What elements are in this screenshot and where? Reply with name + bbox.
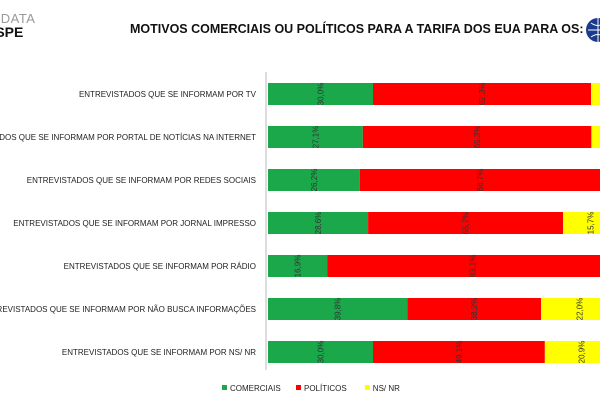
- legend-swatch: [296, 385, 301, 390]
- logo-line-1: G DATA: [0, 11, 36, 26]
- category-label: ENTREVISTADOS QUE SE INFORMAM POR NÃO BU…: [0, 305, 256, 314]
- bar-segment-ns-nr: [541, 298, 600, 320]
- logo-line-2: ESPE: [0, 24, 24, 40]
- globe-icon: [586, 18, 600, 42]
- data-label: 28,6%: [314, 212, 323, 235]
- bar-segment-comerciais: [268, 212, 369, 234]
- bar-segment-pol-ticos: [368, 212, 564, 234]
- data-label: 39,8%: [334, 298, 343, 321]
- category-label: ENTREVISTADOS QUE SE INFORMAM POR REDES …: [27, 176, 256, 185]
- bar-segment-ns-nr: [563, 212, 600, 234]
- data-label: 27,1%: [311, 126, 320, 149]
- bar-segment-comerciais: [268, 341, 373, 363]
- data-label: 30,0%: [317, 83, 326, 106]
- bar-segment-ns-nr: [591, 126, 600, 148]
- data-label: 68,7%: [476, 169, 485, 192]
- data-label: 30,0%: [317, 341, 326, 364]
- category-label: ENTREVISTADOS QUE SE INFORMAM POR PORTAL…: [0, 133, 256, 142]
- data-label: 26,2%: [310, 169, 319, 192]
- bar-segment-ns-nr: [591, 83, 600, 105]
- category-label: ENTREVISTADOS QUE SE INFORMAM POR JORNAL…: [13, 219, 256, 228]
- legend-swatch: [222, 385, 227, 390]
- bar-segment-comerciais: [268, 255, 328, 277]
- bar-segment-pol-ticos: [373, 83, 592, 105]
- data-label: 20,9%: [577, 341, 586, 364]
- data-label: 83,1%: [469, 255, 478, 278]
- data-label: 55,7%: [462, 212, 471, 235]
- bar-segment-pol-ticos: [362, 126, 592, 148]
- category-label: ENTREVISTADOS QUE SE INFORMAM POR RÁDIO: [64, 262, 256, 271]
- chart-title: MOTIVOS COMERCIAIS OU POLÍTICOS PARA A T…: [130, 22, 584, 36]
- category-label: ENTREVISTADOS QUE SE INFORMAM POR TV: [79, 90, 257, 99]
- logo: G DATA ESPE: [0, 12, 35, 39]
- bar-segment-ns-nr: [544, 341, 600, 363]
- bar-segment-pol-ticos: [359, 169, 600, 191]
- bar-segment-comerciais: [268, 298, 408, 320]
- data-label: 38,2%: [470, 298, 479, 321]
- legend-swatch: [364, 385, 370, 390]
- bar-segment-pol-ticos: [327, 255, 600, 277]
- data-label: 22,0%: [576, 298, 585, 321]
- data-label: 16,9%: [294, 255, 303, 278]
- legend-label: POLÍTICOS: [304, 384, 347, 393]
- data-label: 62,3%: [478, 83, 487, 106]
- data-label: 49,1%: [455, 341, 464, 364]
- bar-segment-pol-ticos: [373, 341, 545, 363]
- data-label: 15,7%: [587, 212, 596, 235]
- bar-segment-comerciais: [268, 83, 373, 105]
- legend-label: COMERCIAIS: [230, 384, 281, 393]
- bar-segment-comerciais: [268, 126, 363, 148]
- category-label: ENTREVISTADOS QUE SE INFORMAM POR NS/ NR: [62, 348, 256, 357]
- legend-label: NS/ NR: [373, 384, 400, 393]
- bar-segment-pol-ticos: [407, 298, 541, 320]
- bar-segment-comerciais: [268, 169, 360, 191]
- data-label: 65,3%: [473, 126, 482, 149]
